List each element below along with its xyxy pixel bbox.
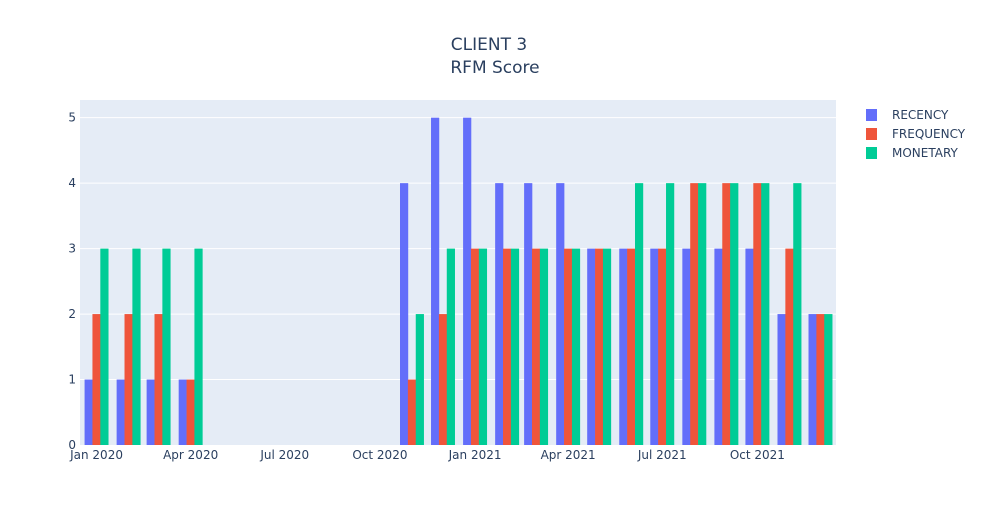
bar-recency-2021-12-01[interactable]: [808, 314, 817, 445]
bar-monetary-2021-10-01[interactable]: [761, 183, 770, 445]
bar-monetary-2020-02-01[interactable]: [132, 248, 141, 445]
legend-swatch: [866, 128, 877, 140]
bar-frequency-2021-08-01[interactable]: [690, 183, 699, 445]
y-tick-label: 2: [68, 307, 76, 321]
bar-monetary-2021-12-01[interactable]: [824, 314, 833, 445]
legend-item-recency[interactable]: RECENCY: [866, 108, 949, 122]
plot-area: [80, 100, 836, 445]
bar-recency-2021-09-01[interactable]: [714, 248, 723, 445]
chart-subtitle: RFM Score: [450, 58, 539, 78]
bar-recency-2021-03-01[interactable]: [524, 183, 533, 445]
bar-monetary-2020-03-01[interactable]: [162, 248, 171, 445]
bar-monetary-2021-07-01[interactable]: [666, 183, 675, 445]
x-tick-label: Jan 2021: [448, 448, 502, 462]
bar-recency-2021-02-01[interactable]: [495, 183, 504, 445]
bar-recency-2021-06-01[interactable]: [619, 248, 628, 445]
bar-frequency-2021-06-01[interactable]: [627, 248, 636, 445]
gridlines: [80, 117, 836, 381]
bar-frequency-2021-04-01[interactable]: [564, 248, 573, 445]
x-tick-label: Apr 2020: [163, 448, 218, 462]
bar-frequency-2020-11-01[interactable]: [407, 379, 417, 445]
bar-monetary-2021-05-01[interactable]: [602, 248, 612, 445]
bar-monetary-2020-12-01[interactable]: [446, 248, 455, 445]
legend-label: MONETARY: [892, 146, 959, 160]
bar-frequency-2021-01-01[interactable]: [470, 248, 480, 445]
y-tick-label: 0: [68, 438, 76, 452]
bar-recency-2021-10-01[interactable]: [745, 248, 754, 445]
bar-frequency-2021-10-01[interactable]: [753, 183, 762, 445]
bars: [84, 117, 833, 446]
bar-monetary-2021-01-01[interactable]: [478, 248, 488, 445]
y-tick-label: 1: [68, 373, 76, 387]
bar-frequency-2021-07-01[interactable]: [658, 248, 667, 445]
bar-recency-2020-04-01[interactable]: [178, 379, 187, 445]
bar-frequency-2021-09-01[interactable]: [722, 183, 731, 445]
bar-monetary-2021-04-01[interactable]: [571, 248, 581, 445]
bar-monetary-2021-08-01[interactable]: [698, 183, 707, 445]
y-tick-label: 3: [68, 242, 76, 256]
bar-recency-2021-04-01[interactable]: [556, 183, 565, 445]
legend-swatch: [866, 147, 877, 159]
bar-recency-2021-05-01[interactable]: [587, 248, 596, 445]
bar-recency-2020-03-01[interactable]: [146, 379, 155, 445]
bar-recency-2021-07-01[interactable]: [650, 248, 659, 445]
bar-recency-2021-11-01[interactable]: [777, 314, 786, 445]
bar-recency-2020-01-01[interactable]: [84, 379, 93, 445]
bar-frequency-2020-03-01[interactable]: [154, 314, 163, 445]
bar-recency-2021-08-01[interactable]: [682, 248, 691, 445]
x-tick-label: Jan 2020: [69, 448, 123, 462]
bar-recency-2020-02-01[interactable]: [116, 379, 125, 445]
bar-recency-2020-12-01[interactable]: [431, 117, 440, 446]
bar-monetary-2020-01-01[interactable]: [100, 248, 109, 445]
bar-frequency-2021-03-01[interactable]: [531, 248, 541, 445]
bar-monetary-2021-11-01[interactable]: [793, 183, 802, 445]
chart-title: CLIENT 3: [451, 35, 527, 55]
x-tick-label: Apr 2021: [541, 448, 596, 462]
bar-monetary-2021-02-01[interactable]: [510, 248, 520, 445]
bar-frequency-2021-11-01[interactable]: [785, 248, 794, 445]
bar-frequency-2020-12-01[interactable]: [438, 314, 448, 445]
bar-frequency-2020-01-01[interactable]: [92, 314, 101, 445]
bar-monetary-2020-04-01[interactable]: [194, 248, 203, 445]
x-axis-ticks: Jan 2020 Apr 2020 Jul 2020 Oct 2020 Jan 2021…: [69, 448, 785, 462]
bar-monetary-2021-03-01[interactable]: [539, 248, 549, 445]
x-tick-label: Oct 2020: [352, 448, 407, 462]
bar-frequency-2020-04-01[interactable]: [186, 379, 195, 445]
legend-label: FREQUENCY: [892, 127, 966, 141]
bar-recency-2021-01-01[interactable]: [463, 117, 472, 446]
legend-item-monetary[interactable]: MONETARY: [866, 146, 959, 160]
bar-monetary-2020-11-01[interactable]: [415, 314, 424, 445]
legend-item-frequency[interactable]: FREQUENCY: [866, 127, 966, 141]
bar-recency-2020-11-01[interactable]: [400, 183, 409, 445]
bar-frequency-2020-02-01[interactable]: [124, 314, 133, 445]
bar-frequency-2021-05-01[interactable]: [595, 248, 604, 445]
bar-monetary-2021-09-01[interactable]: [730, 183, 739, 445]
legend-label: RECENCY: [892, 108, 949, 122]
y-tick-label: 5: [68, 111, 76, 125]
legend[interactable]: RECENCY FREQUENCY MONETARY: [866, 108, 966, 160]
y-tick-label: 4: [68, 176, 76, 190]
bar-monetary-2021-06-01[interactable]: [635, 183, 644, 445]
x-tick-label: Oct 2021: [730, 448, 785, 462]
bar-frequency-2021-12-01[interactable]: [816, 314, 825, 445]
bar-frequency-2021-02-01[interactable]: [503, 248, 512, 445]
x-tick-label: Jul 2020: [259, 448, 309, 462]
legend-swatch: [866, 109, 877, 121]
x-tick-label: Jul 2021: [637, 448, 687, 462]
y-axis-ticks: 0 1 2 3 4 5: [68, 111, 76, 452]
